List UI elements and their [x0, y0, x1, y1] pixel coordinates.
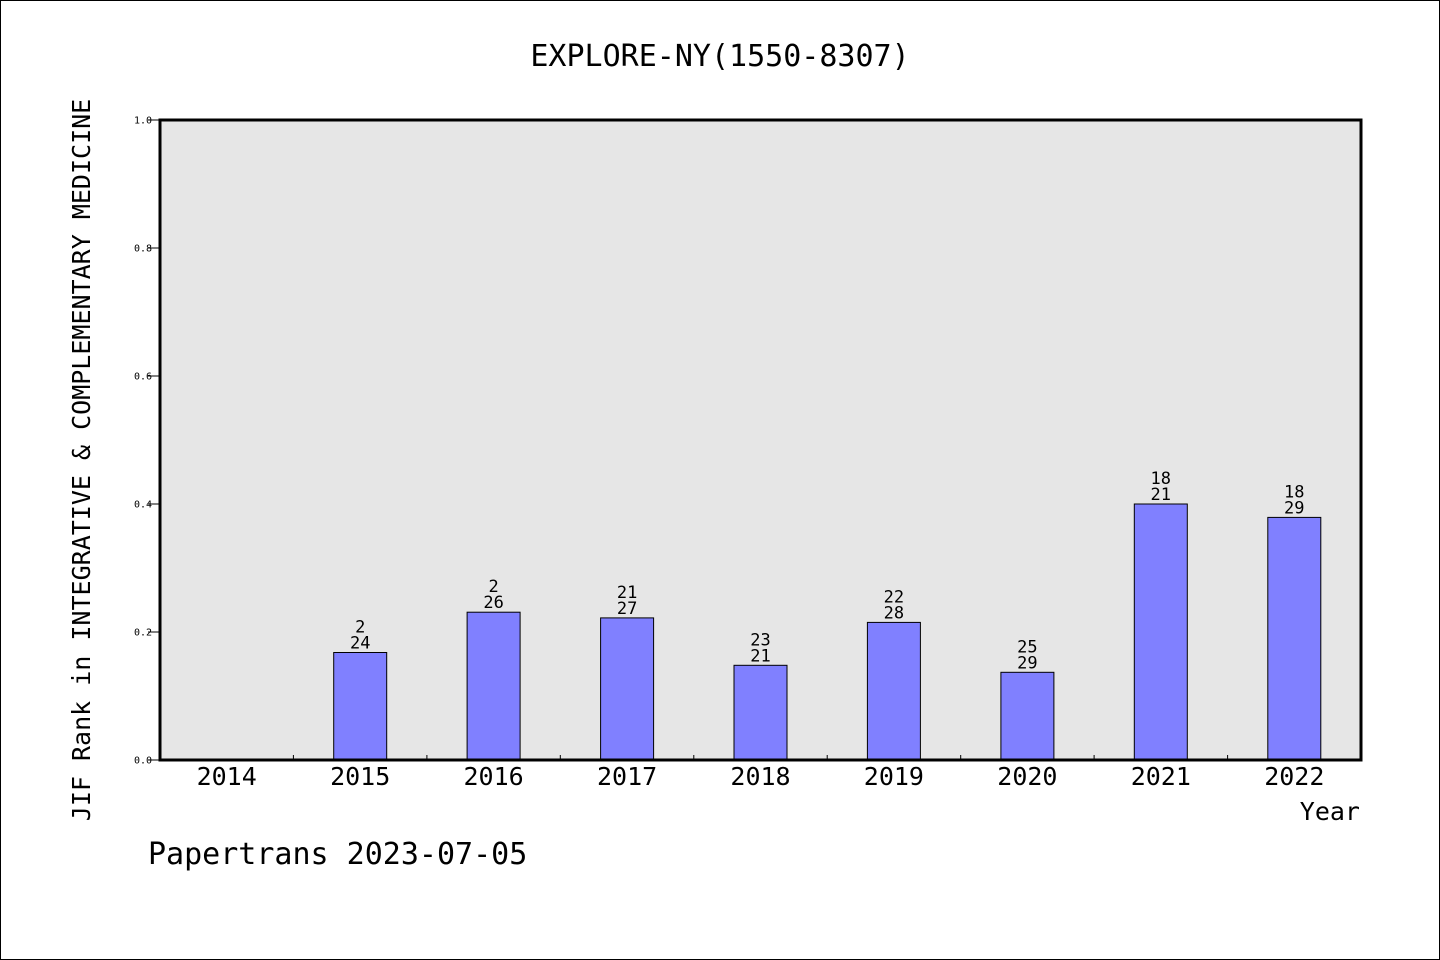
bar-2018 [733, 664, 788, 761]
chart-title: EXPLORE-NY(1550-8307) [530, 39, 909, 74]
bar-label-top-2015: 2 [355, 618, 365, 638]
x-tick-label-2014: 2014 [197, 762, 257, 791]
bar-2015 [333, 652, 388, 761]
y-tick-label: 1.0 [134, 116, 152, 127]
y-tick-label: 0.8 [134, 244, 152, 255]
bar-label-top-2021: 18 [1151, 469, 1171, 489]
bar-label-bottom-2016: 26 [483, 593, 503, 613]
x-tick-label-2018: 2018 [730, 762, 790, 791]
y-axis-label: JIF Rank in INTEGRATIVE & COMPLEMENTARY … [67, 99, 96, 821]
bar-2020 [1000, 671, 1055, 761]
bar-label-bottom-2021: 21 [1151, 485, 1171, 505]
y-tick-label: 0.6 [134, 372, 152, 383]
x-tick-label-2016: 2016 [463, 762, 523, 791]
x-tick-label-2015: 2015 [330, 762, 390, 791]
bar-label-top-2020: 25 [1017, 637, 1037, 657]
bar-2019 [866, 621, 921, 761]
x-tick-label-2021: 2021 [1131, 762, 1191, 791]
x-axis-label: Year [1300, 797, 1360, 826]
bar-2016 [466, 611, 521, 761]
x-tick-label-2019: 2019 [864, 762, 924, 791]
bar-2022 [1267, 516, 1322, 761]
y-tick-label: 0.4 [134, 500, 152, 511]
bar-label-top-2019: 22 [884, 587, 904, 607]
bar-label-bottom-2020: 29 [1017, 653, 1037, 673]
x-tick-label-2022: 2022 [1264, 762, 1324, 791]
y-tick-label: 0.0 [134, 756, 152, 767]
axes-layer: 2014 2015 2016 2017 2018 2019 2020 2021 2022 0.0 0… [134, 116, 1363, 791]
bar-label-top-2022: 18 [1284, 482, 1304, 502]
bar-label-top-2018: 23 [750, 630, 770, 650]
bar-label-top-2017: 21 [617, 583, 637, 603]
bar-label-bottom-2015: 24 [350, 634, 370, 654]
bar-label-top-2016: 2 [488, 577, 498, 597]
plot-frame [158, 118, 1363, 762]
bar-label-bottom-2019: 28 [884, 603, 904, 623]
x-tick-label-2017: 2017 [597, 762, 657, 791]
y-tick-label: 0.2 [134, 628, 152, 639]
footer-watermark: Papertrans 2023-07-05 [148, 837, 527, 872]
bars-layer [333, 503, 1322, 761]
bar-label-bottom-2022: 29 [1284, 498, 1304, 518]
x-tick-label-2020: 2020 [997, 762, 1057, 791]
bar-2017 [600, 617, 655, 761]
bar-2021 [1133, 503, 1188, 761]
bar-label-bottom-2018: 21 [750, 646, 770, 666]
bar-label-bottom-2017: 27 [617, 599, 637, 619]
